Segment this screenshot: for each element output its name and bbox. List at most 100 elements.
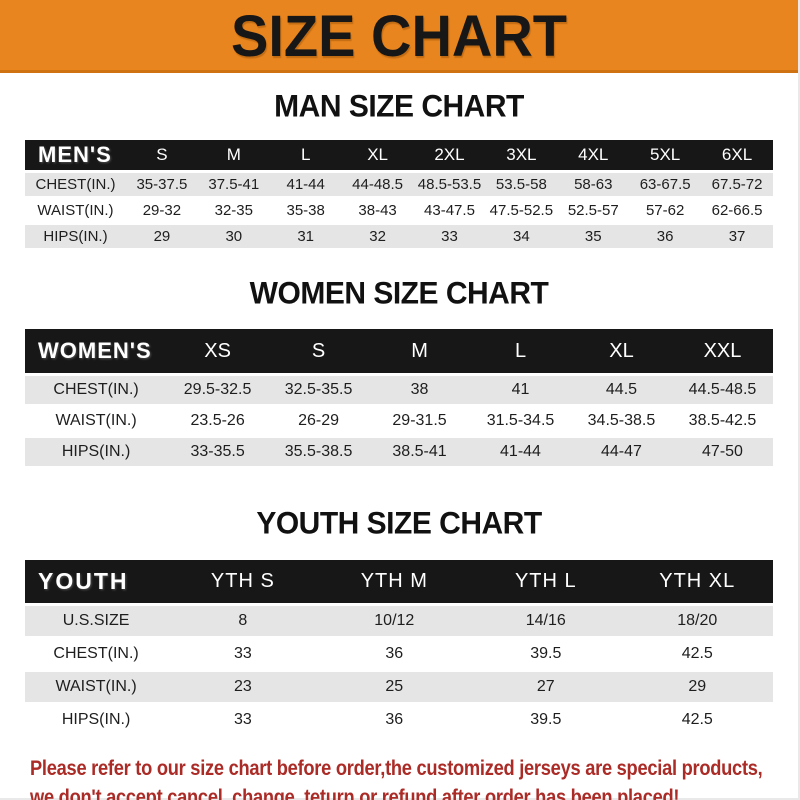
size-cell: 32 — [369, 228, 386, 245]
size-cell: 8 — [238, 612, 248, 629]
size-table: WOMEN'S XS S M L XL XXL CHEST(IN.) 29.5-32.5 32… — [25, 326, 773, 469]
measurement-row: HIPS(IN.) 29 30 31 32 33 34 35 36 37 — [25, 225, 773, 248]
row-label: WAIST(IN.) — [55, 412, 137, 429]
size-cell: 44.5-48.5 — [688, 381, 757, 398]
size-column-header: XS — [204, 339, 231, 362]
size-cell: 44-48.5 — [352, 176, 404, 193]
table-corner-label: MEN'S — [38, 142, 112, 167]
size-cell: 67.5-72 — [711, 176, 763, 193]
disclaimer-line: Please refer to our size chart before or… — [30, 757, 763, 780]
size-cell: 47-50 — [702, 443, 743, 460]
size-cell: 31.5-34.5 — [486, 412, 555, 429]
size-cell: 48.5-53.5 — [417, 176, 482, 193]
measurement-row: U.S.SIZE 8 10/12 14/16 18/20 — [25, 606, 773, 636]
size-cell: 53.5-58 — [495, 176, 547, 193]
row-label: CHEST(IN.) — [53, 381, 139, 398]
measurement-row: HIPS(IN.) 33 36 39.5 42.5 — [25, 705, 773, 735]
table-corner-label: WOMEN'S — [38, 338, 152, 363]
size-section: MAN SIZE CHART MEN'S S M L XL 2XL 3XL 4XL 5XL 6X… — [0, 89, 798, 251]
size-cell: 35.5-38.5 — [284, 443, 353, 460]
size-column-header: M — [411, 339, 428, 362]
size-column-header: S — [156, 145, 168, 164]
size-cell: 47.5-52.5 — [489, 202, 554, 219]
size-cell: 18/20 — [677, 612, 718, 629]
disclaimer: Please refer to our size chart before or… — [30, 754, 798, 800]
disclaimer-line: we don't accept cancel, change, teturn o… — [30, 786, 680, 800]
size-cell: 35 — [584, 228, 602, 245]
measurement-row: CHEST(IN.) 29.5-32.5 32.5-35.5 38 41 44.5 44.5… — [25, 376, 773, 404]
size-cell: 44.5 — [605, 381, 638, 398]
table-header-row: YOUTH YTH S YTH M YTH L YTH XL — [25, 560, 773, 603]
size-chart-banner: SIZE CHART — [0, 0, 798, 73]
size-column-header: YTH M — [360, 570, 428, 592]
size-cell: 37.5-41 — [208, 176, 260, 193]
size-column-header: L — [514, 339, 527, 362]
size-cell: 32-35 — [214, 202, 253, 219]
size-column-header: 5XL — [650, 145, 681, 164]
size-column-header: XL — [367, 145, 388, 164]
size-cell: 25 — [385, 678, 404, 695]
size-cell: 27 — [536, 678, 555, 695]
section-heading: YOUTH SIZE CHART — [256, 506, 542, 541]
size-cell: 29-31.5 — [392, 412, 447, 429]
measurement-row: WAIST(IN.) 23 25 27 29 — [25, 672, 773, 702]
size-cell: 29.5-32.5 — [183, 381, 252, 398]
size-column-header: 3XL — [506, 145, 537, 164]
size-cell: 38.5-42.5 — [688, 412, 757, 429]
size-table: YOUTH YTH S YTH M YTH L YTH XL U.S.SIZE 8 10/… — [25, 557, 773, 738]
size-cell: 41-44 — [286, 176, 325, 193]
size-cell: 36 — [385, 711, 404, 728]
table-body: CHEST(IN.) 35-37.5 37.5-41 41-44 44-48.5 48.5… — [25, 173, 773, 248]
size-cell: 10/12 — [374, 612, 415, 629]
size-cell: 41-44 — [500, 443, 541, 460]
size-column-header: XL — [609, 339, 634, 362]
table-body: CHEST(IN.) 29.5-32.5 32.5-35.5 38 41 44.5 44.5… — [25, 376, 773, 466]
measurement-row: WAIST(IN.) 23.5-26 26-29 29-31.5 31.5-34.5 34… — [25, 407, 773, 435]
size-cell: 58-63 — [574, 176, 613, 193]
size-cell: 32.5-35.5 — [284, 381, 353, 398]
size-cell: 36 — [656, 228, 674, 245]
size-cell: 37 — [728, 228, 746, 245]
size-cell: 26-29 — [298, 412, 340, 429]
size-cell: 35-38 — [286, 202, 325, 219]
row-label: U.S.SIZE — [62, 612, 130, 629]
row-label: WAIST(IN.) — [37, 202, 114, 219]
size-cell: 35-37.5 — [136, 176, 188, 193]
size-column-header: L — [300, 145, 311, 164]
size-column-header: S — [311, 339, 326, 362]
size-section: YOUTH SIZE CHART YOUTH YTH S YTH M YTH L YT… — [0, 506, 798, 738]
size-cell: 41 — [511, 381, 530, 398]
size-cell: 36 — [385, 645, 404, 662]
size-section: WOMEN SIZE CHART WOMEN'S XS S M L XL XXL CHES… — [0, 276, 798, 469]
size-column-header: 4XL — [578, 145, 609, 164]
row-label: CHEST(IN.) — [53, 645, 139, 662]
size-cell: 39.5 — [530, 645, 562, 662]
table-body: U.S.SIZE 8 10/12 14/16 18/20 CHEST(IN.) 33 36 39… — [25, 606, 773, 735]
size-cell: 34.5-38.5 — [587, 412, 656, 429]
size-table: MEN'S S M L XL 2XL 3XL 4XL 5XL 6XL CHEST(IN.) 35-… — [25, 137, 773, 251]
measurement-row: WAIST(IN.) 29-32 32-35 35-38 38-43 43-47.5 47.… — [25, 199, 773, 222]
size-cell: 33-35.5 — [190, 443, 245, 460]
size-cell: 23.5-26 — [190, 412, 245, 429]
section-heading: MAN SIZE CHART — [274, 89, 524, 124]
row-label: HIPS(IN.) — [61, 443, 131, 460]
size-cell: 57-62 — [645, 202, 685, 219]
size-cell: 34 — [513, 228, 530, 245]
size-cell: 33 — [233, 645, 252, 662]
size-cell: 43-47.5 — [424, 202, 475, 219]
size-column-header: 6XL — [721, 145, 753, 164]
size-cell: 44-47 — [601, 443, 642, 460]
size-cell: 29-32 — [142, 202, 182, 219]
size-cell: 31 — [297, 228, 315, 245]
size-cell: 39.5 — [530, 711, 562, 728]
size-column-header: XXL — [703, 339, 742, 362]
row-label: HIPS(IN.) — [43, 228, 108, 245]
size-cell: 14/16 — [525, 612, 566, 629]
banner-title: SIZE CHART — [231, 2, 567, 68]
size-cell: 30 — [225, 228, 243, 245]
table-corner-label: YOUTH — [38, 568, 129, 594]
size-cell: 62-66.5 — [711, 202, 763, 219]
size-cell: 63-67.5 — [639, 176, 691, 193]
size-cell: 42.5 — [681, 711, 713, 728]
size-column-header: YTH S — [210, 570, 275, 592]
